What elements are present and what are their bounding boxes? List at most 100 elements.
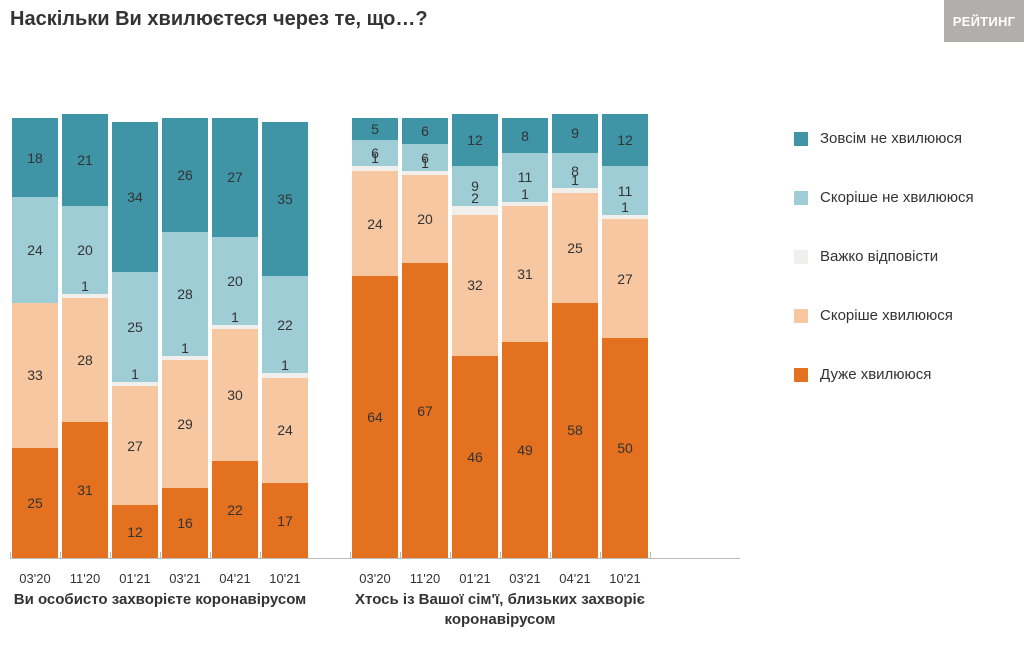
segment-value: 46 xyxy=(452,450,498,464)
legend-swatch xyxy=(794,309,808,323)
logo-badge: РЕЙТИНГ xyxy=(944,0,1024,42)
segment-value: 25 xyxy=(552,241,598,255)
segment-value: 22 xyxy=(262,318,308,332)
segment-value: 1 xyxy=(352,151,398,165)
segment-value: 27 xyxy=(602,272,648,286)
bar-group: 561246403'20661206711'201292324601'21811… xyxy=(350,114,650,558)
bar-segment: 6 xyxy=(402,118,448,144)
bar-segment: 64 xyxy=(352,276,398,558)
segment-value: 1 xyxy=(602,200,648,214)
segment-value: 24 xyxy=(262,423,308,437)
bar: 8111314903'21 xyxy=(502,118,548,558)
segment-value: 21 xyxy=(62,153,108,167)
bar: 34251271201'21 xyxy=(112,122,158,558)
x-axis-label: 03'21 xyxy=(160,571,210,586)
segment-value: 1 xyxy=(262,358,308,372)
x-axis-label: 11'20 xyxy=(400,571,450,586)
bar-segment: 29 xyxy=(162,360,208,488)
segment-value: 67 xyxy=(402,404,448,418)
bar: 661206711'20 xyxy=(402,118,448,558)
page-title: Наскільки Ви хвилюєтеся через те, що…? xyxy=(10,8,428,31)
segment-value: 1 xyxy=(162,341,208,355)
bar-segment: 46 xyxy=(452,356,498,558)
segment-value: 31 xyxy=(502,267,548,281)
segment-value: 25 xyxy=(112,320,158,334)
bar-segment: 9 xyxy=(552,114,598,154)
segment-value: 1 xyxy=(212,310,258,324)
legend-swatch xyxy=(794,250,808,264)
segment-value: 32 xyxy=(452,278,498,292)
segment-value: 1 xyxy=(402,156,448,170)
segment-value: 26 xyxy=(162,168,208,182)
bar-segment: 25 xyxy=(12,448,58,558)
segment-value: 1 xyxy=(112,367,158,381)
segment-value: 49 xyxy=(502,443,548,457)
segment-value: 35 xyxy=(262,192,308,206)
x-axis-label: 04'21 xyxy=(210,571,260,586)
legend-label: Скоріше не хвилююся xyxy=(820,189,974,206)
segment-value: 22 xyxy=(212,503,258,517)
segment-value: 34 xyxy=(112,190,158,204)
bar-segment: 27 xyxy=(602,219,648,338)
x-axis-label: 04'21 xyxy=(550,571,600,586)
bar-segment: 12 xyxy=(602,114,648,167)
bar-segment: 28 xyxy=(162,232,208,355)
bar-group: 1824332503'2021201283111'2034251271201'2… xyxy=(10,114,310,558)
bar: 35221241710'21 xyxy=(262,122,308,558)
bar-segment: 28 xyxy=(62,298,108,421)
segment-value: 29 xyxy=(162,417,208,431)
segment-value: 18 xyxy=(12,151,58,165)
bar-segment: 18 xyxy=(12,118,58,197)
segment-value: 12 xyxy=(112,525,158,539)
bar-segment: 34 xyxy=(112,122,158,272)
x-axis-label: 10'21 xyxy=(260,571,310,586)
segment-value: 30 xyxy=(212,388,258,402)
bar-segment: 67 xyxy=(402,263,448,558)
bar-segment: 22 xyxy=(212,461,258,558)
legend-swatch xyxy=(794,132,808,146)
segment-value: 58 xyxy=(552,423,598,437)
x-axis-label: 03'20 xyxy=(350,571,400,586)
bar-segment: 32 xyxy=(452,215,498,356)
x-axis-label: 01'21 xyxy=(450,571,500,586)
segment-value: 27 xyxy=(212,170,258,184)
segment-value: 16 xyxy=(162,516,208,530)
bar-segment: 58 xyxy=(552,303,598,558)
bar-segment: 25 xyxy=(552,193,598,303)
legend-item: Скоріше хвилююся xyxy=(794,307,994,324)
bar-segment: 21 xyxy=(62,114,108,206)
legend-label: Зовсім не хвилююся xyxy=(820,130,962,147)
segment-value: 2 xyxy=(452,191,498,205)
legend-item: Зовсім не хвилююся xyxy=(794,130,994,147)
bar-segment: 31 xyxy=(62,422,108,558)
bar-segment: 2 xyxy=(452,206,498,215)
segment-value: 64 xyxy=(352,410,398,424)
bar-segment: 24 xyxy=(352,171,398,277)
bar-segment: 12 xyxy=(452,114,498,167)
legend-swatch xyxy=(794,368,808,382)
group-caption: Хтось із Вашої сім'ї, близьких захворіє … xyxy=(352,590,648,629)
bar: 27201302204'21 xyxy=(212,118,258,558)
legend-item: Скоріше не хвилююся xyxy=(794,189,994,206)
bar-segment: 12 xyxy=(112,505,158,558)
segment-value: 28 xyxy=(62,353,108,367)
segment-value: 17 xyxy=(262,514,308,528)
bar: 561246403'20 xyxy=(352,118,398,558)
x-axis-label: 11'20 xyxy=(60,571,110,586)
legend-swatch xyxy=(794,191,808,205)
segment-value: 24 xyxy=(352,217,398,231)
bar: 26281291603'21 xyxy=(162,118,208,558)
segment-value: 5 xyxy=(352,122,398,136)
legend-item: Дуже хвилююся xyxy=(794,366,994,383)
segment-value: 8 xyxy=(502,129,548,143)
x-axis-label: 10'21 xyxy=(600,571,650,586)
segment-value: 1 xyxy=(62,279,108,293)
segment-value: 11 xyxy=(502,170,548,184)
legend-label: Важко відповісти xyxy=(820,248,938,265)
bar: 12111275010'21 xyxy=(602,114,648,558)
legend-label: Скоріше хвилююся xyxy=(820,307,953,324)
segment-value: 31 xyxy=(62,483,108,497)
segment-value: 27 xyxy=(112,439,158,453)
segment-value: 9 xyxy=(552,126,598,140)
legend-label: Дуже хвилююся xyxy=(820,366,931,383)
